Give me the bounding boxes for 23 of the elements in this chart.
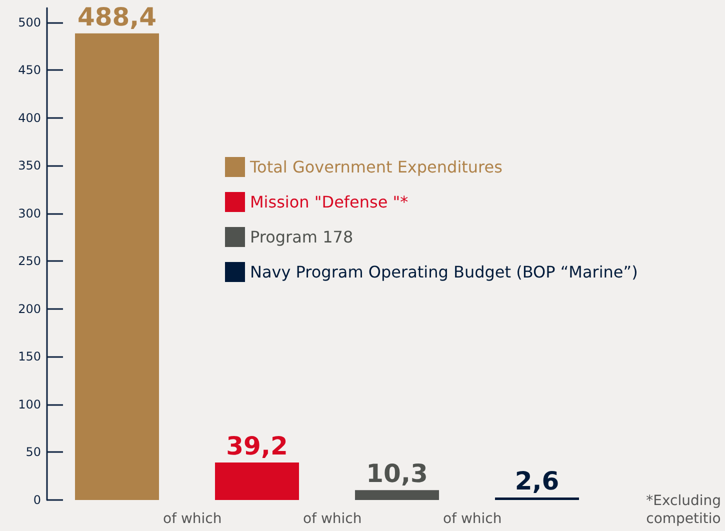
y-tick-label: 100 xyxy=(18,397,41,412)
data-label: 2,6 xyxy=(514,466,560,496)
y-tick-label: 500 xyxy=(18,15,41,30)
legend-label: Navy Program Operating Budget (BOP “Marine”) xyxy=(250,262,638,282)
text: of which xyxy=(443,511,502,527)
y-tick-label: 450 xyxy=(18,63,41,78)
y-tick-label: 250 xyxy=(18,254,41,268)
legend-label: Total Government Expenditures xyxy=(249,158,502,176)
data-label: 10,3 xyxy=(366,459,428,488)
data-label: 39,2 xyxy=(226,432,288,461)
y-tick-label: 350 xyxy=(18,158,41,173)
data-label: 488,4 xyxy=(77,2,157,32)
y-tick-label: 50 xyxy=(26,445,41,460)
text: of which xyxy=(303,511,362,527)
text: of which xyxy=(163,511,222,527)
y-tick-label: 400 xyxy=(18,110,41,125)
legend-label: Mission "Defense "* xyxy=(250,192,408,212)
y-tick-label: 300 xyxy=(18,206,41,220)
y-tick-label: 150 xyxy=(18,350,41,364)
y-tick-label: 200 xyxy=(18,302,41,316)
text: *Excluding competitio xyxy=(646,493,722,527)
legend-label: Program 178 xyxy=(250,228,354,246)
y-tick-label: 0 xyxy=(33,493,41,507)
